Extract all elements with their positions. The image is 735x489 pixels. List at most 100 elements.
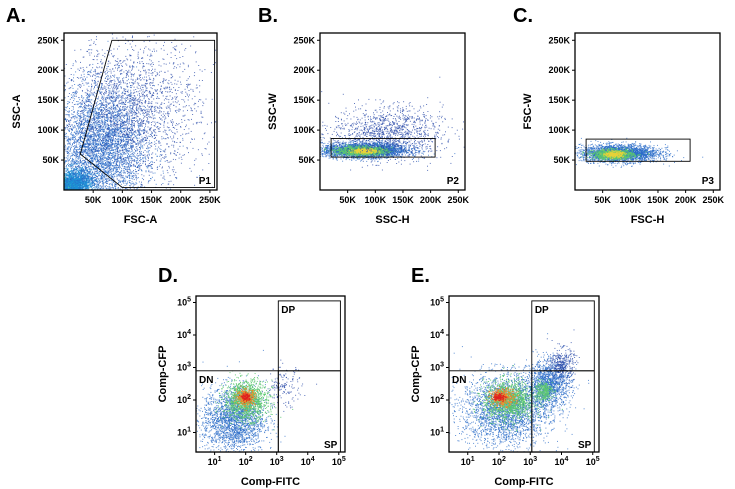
data-point — [85, 176, 87, 178]
data-point — [127, 49, 129, 51]
data-point — [156, 96, 158, 98]
data-point — [88, 185, 90, 186]
data-point — [107, 131, 109, 133]
data-point — [84, 172, 86, 174]
data-point — [122, 164, 124, 165]
data-point — [88, 184, 90, 186]
data-point — [88, 179, 90, 181]
data-point — [95, 122, 97, 124]
data-point — [95, 123, 97, 125]
data-point — [74, 186, 76, 188]
data-point — [80, 174, 82, 176]
data-point — [91, 151, 93, 153]
data-point — [85, 183, 87, 185]
data-point — [110, 157, 112, 159]
data-point — [84, 183, 86, 184]
data-point — [148, 113, 149, 115]
data-point — [125, 137, 127, 139]
data-point — [78, 124, 80, 126]
data-point — [132, 133, 133, 135]
data-point — [120, 180, 122, 182]
data-point — [163, 137, 164, 139]
data-point — [89, 183, 91, 185]
data-point — [117, 96, 119, 98]
data-point — [95, 139, 96, 141]
data-point — [96, 90, 98, 92]
data-point — [70, 167, 72, 169]
data-point — [85, 170, 87, 172]
data-point — [64, 178, 66, 180]
data-point — [106, 76, 107, 78]
data-point — [72, 114, 74, 115]
data-point — [72, 137, 74, 139]
data-point — [78, 186, 80, 188]
data-point — [152, 172, 154, 174]
data-point — [77, 101, 79, 103]
data-point — [85, 185, 87, 187]
data-point — [75, 188, 77, 190]
data-point — [85, 105, 87, 107]
data-point — [86, 172, 88, 174]
data-point — [78, 84, 80, 86]
data-point — [73, 100, 75, 102]
data-point — [94, 145, 96, 147]
data-point — [96, 133, 98, 135]
data-point — [108, 169, 110, 171]
data-point — [77, 110, 79, 112]
data-point — [102, 156, 104, 158]
data-point — [121, 151, 123, 153]
data-point — [104, 186, 106, 187]
data-point — [150, 178, 152, 180]
data-point — [88, 82, 90, 84]
data-point — [137, 166, 138, 167]
data-point — [96, 179, 98, 181]
data-point — [140, 145, 142, 147]
data-point — [123, 117, 125, 119]
data-point — [83, 178, 85, 180]
data-point — [135, 160, 137, 162]
data-point — [126, 136, 128, 138]
data-point — [120, 128, 122, 129]
data-point — [70, 188, 72, 190]
data-point — [64, 175, 66, 177]
data-point — [128, 163, 130, 165]
data-point — [98, 126, 100, 128]
data-point — [67, 162, 69, 164]
data-point — [78, 156, 80, 158]
data-point — [72, 172, 73, 174]
data-point — [66, 184, 68, 186]
data-point — [116, 171, 118, 173]
data-point — [80, 146, 82, 148]
data-point — [76, 177, 78, 179]
data-point — [79, 171, 81, 173]
data-point — [81, 183, 83, 184]
data-point — [102, 148, 104, 150]
data-point — [92, 150, 94, 152]
data-point — [109, 160, 111, 162]
data-point — [65, 133, 67, 135]
data-point — [110, 99, 112, 101]
data-point — [76, 116, 78, 118]
data-point — [75, 153, 77, 155]
data-point — [97, 163, 99, 165]
data-point — [90, 156, 92, 158]
data-point — [64, 132, 66, 134]
data-point — [82, 114, 84, 116]
data-point — [138, 119, 140, 121]
data-point — [78, 107, 80, 109]
data-point — [103, 139, 105, 141]
data-point — [135, 107, 137, 109]
data-point — [71, 97, 72, 99]
data-point — [67, 175, 69, 177]
data-point — [104, 160, 106, 162]
data-point — [150, 178, 151, 179]
data-point — [91, 182, 92, 184]
data-point — [114, 170, 116, 172]
data-point — [80, 186, 82, 188]
data-point — [89, 185, 91, 187]
data-point — [91, 131, 93, 133]
data-point — [121, 174, 122, 176]
data-point — [64, 174, 66, 176]
data-point — [91, 107, 93, 109]
data-point — [108, 136, 109, 138]
